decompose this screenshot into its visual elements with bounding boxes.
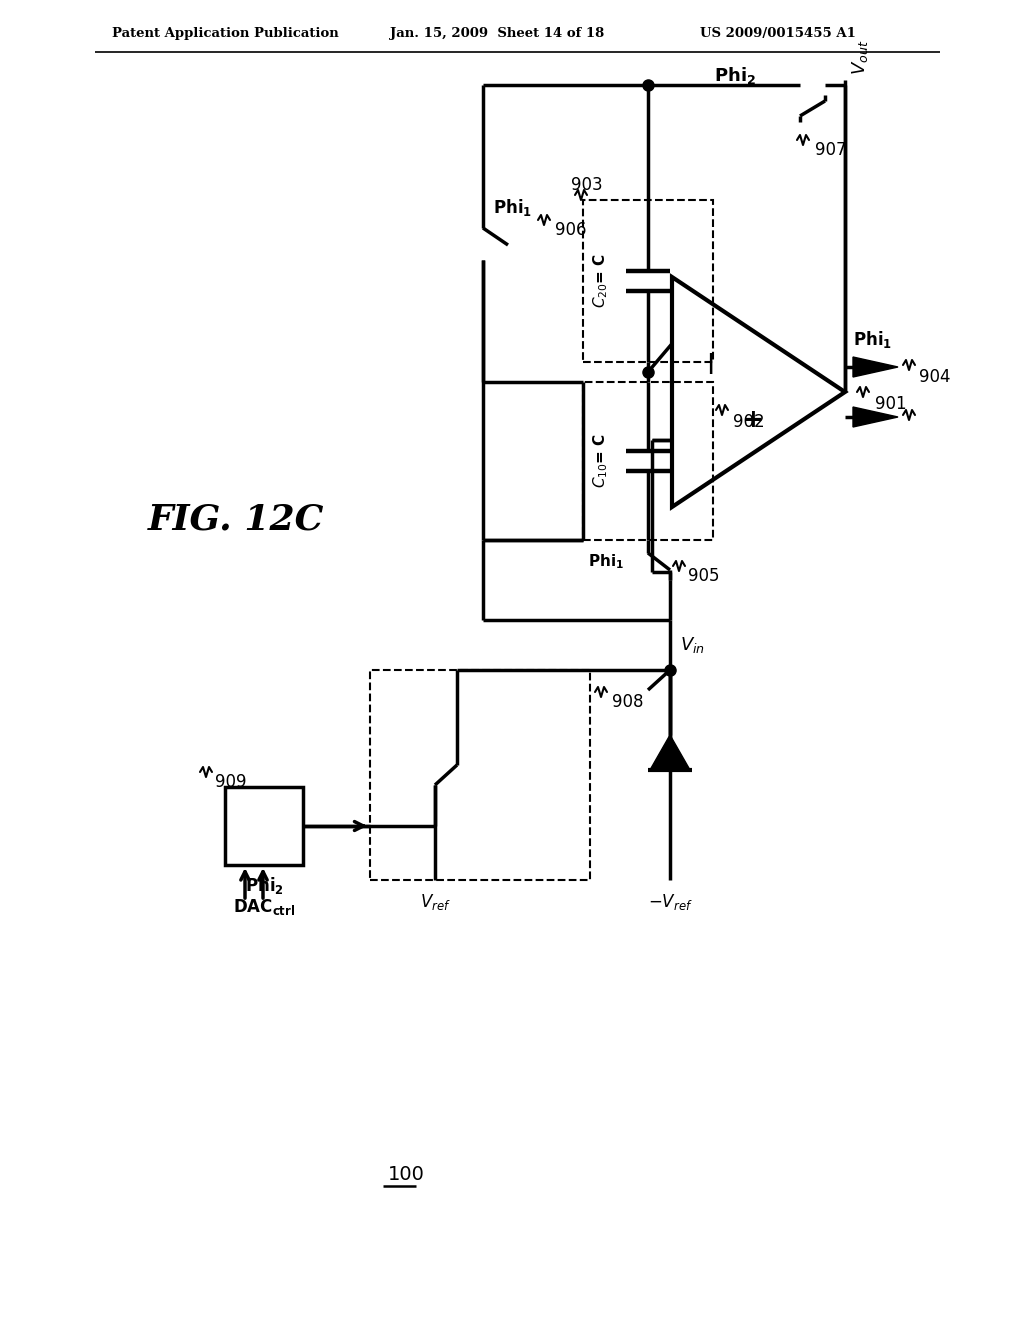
Bar xyxy=(225,787,303,865)
Polygon shape xyxy=(853,407,898,426)
Text: 100: 100 xyxy=(388,1166,425,1184)
Bar xyxy=(583,201,713,362)
Text: $\mathbf{Phi_2}$: $\mathbf{Phi_2}$ xyxy=(245,874,284,895)
Text: 906: 906 xyxy=(555,220,587,239)
Text: 905: 905 xyxy=(688,568,720,585)
Text: 903: 903 xyxy=(571,176,603,194)
Text: 901: 901 xyxy=(874,395,906,413)
Text: $\mathbf{Phi_1}$: $\mathbf{Phi_1}$ xyxy=(588,553,624,572)
Bar xyxy=(370,671,590,880)
Text: 902: 902 xyxy=(733,413,765,432)
Text: $-V_{ref}$: $-V_{ref}$ xyxy=(647,892,692,912)
Text: $\mathbf{Phi_1}$: $\mathbf{Phi_1}$ xyxy=(493,198,532,219)
Text: 909: 909 xyxy=(215,774,247,791)
Text: $V_{out}$: $V_{out}$ xyxy=(850,40,870,75)
Bar xyxy=(583,381,713,540)
Text: $V_{ref}$: $V_{ref}$ xyxy=(420,892,451,912)
Text: 907: 907 xyxy=(815,141,847,158)
Text: 908: 908 xyxy=(612,693,643,711)
Polygon shape xyxy=(853,356,898,378)
Text: FIG. 12C: FIG. 12C xyxy=(148,503,325,537)
Text: Patent Application Publication: Patent Application Publication xyxy=(112,26,339,40)
Text: $\mathbf{|}$: $\mathbf{|}$ xyxy=(707,351,714,376)
Text: $\mathbf{Phi_1}$: $\mathbf{Phi_1}$ xyxy=(853,329,892,350)
Text: US 2009/0015455 A1: US 2009/0015455 A1 xyxy=(700,26,856,40)
Text: $\mathbf{DAC_{ctrl}}$: $\mathbf{DAC_{ctrl}}$ xyxy=(232,898,295,917)
Text: $C_{20}$= C: $C_{20}$= C xyxy=(591,253,609,309)
Text: $\mathbf{+}$: $\mathbf{+}$ xyxy=(741,408,762,432)
Text: $\mathbf{Phi_2}$: $\mathbf{Phi_2}$ xyxy=(714,65,756,86)
Text: $C_{10}$= C: $C_{10}$= C xyxy=(591,433,609,488)
Text: Jan. 15, 2009  Sheet 14 of 18: Jan. 15, 2009 Sheet 14 of 18 xyxy=(390,26,604,40)
Text: $V_{in}$: $V_{in}$ xyxy=(680,635,705,655)
Polygon shape xyxy=(650,735,690,770)
Text: 904: 904 xyxy=(919,368,950,385)
